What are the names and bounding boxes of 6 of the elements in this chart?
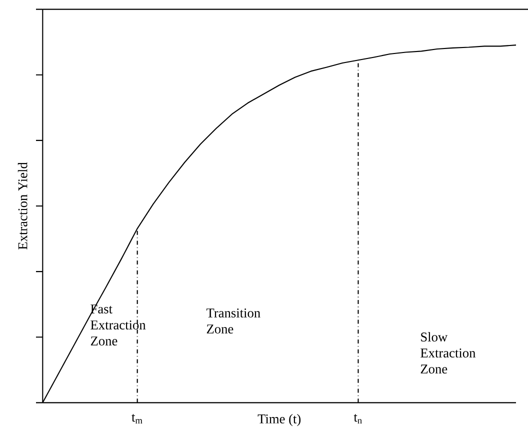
- y-axis-title: Extraction Yield: [18, 162, 28, 250]
- x-tick-label: t$_{n}$: [354, 414, 362, 424]
- annotation: Slow Extraction Zone: [420, 332, 476, 374]
- x-tick-label: t$_{m}$: [132, 414, 142, 424]
- x-axis-title: Time (t): [258, 414, 301, 426]
- annotation: Transition Zone: [206, 308, 260, 334]
